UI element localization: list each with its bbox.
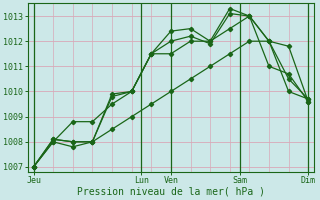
X-axis label: Pression niveau de la mer( hPa ): Pression niveau de la mer( hPa ): [77, 187, 265, 197]
